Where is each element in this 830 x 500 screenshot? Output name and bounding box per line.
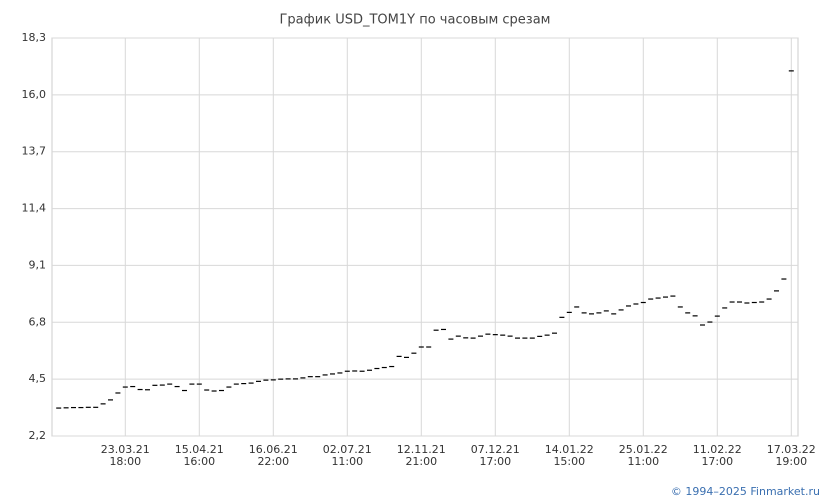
chart-title: График USD_TOM1Y по часовым срезам xyxy=(280,13,551,28)
x-tick-label: 12.11.21 xyxy=(397,443,446,456)
y-tick-label: 6,8 xyxy=(29,315,47,328)
y-tick-label: 16,0 xyxy=(22,88,47,101)
x-tick-label: 14.01.22 xyxy=(545,443,594,456)
x-tick-label: 07.12.21 xyxy=(471,443,520,456)
x-tick-label: 15.04.21 xyxy=(175,443,224,456)
x-tick-time: 11:00 xyxy=(331,455,363,468)
x-tick-time: 21:00 xyxy=(405,455,437,468)
x-tick-time: 16:00 xyxy=(183,455,215,468)
x-tick-label: 11.02.22 xyxy=(693,443,742,456)
y-tick-label: 4,5 xyxy=(29,372,47,385)
x-tick-label: 23.03.21 xyxy=(101,443,150,456)
plot-frame xyxy=(51,37,799,437)
x-tick-label: 16.06.21 xyxy=(249,443,298,456)
x-tick-time: 17:00 xyxy=(479,455,511,468)
x-tick-time: 18:00 xyxy=(109,455,141,468)
y-tick-label: 13,7 xyxy=(22,145,47,158)
x-tick-time: 22:00 xyxy=(257,455,289,468)
y-tick-label: 11,4 xyxy=(22,202,47,215)
x-tick-time: 17:00 xyxy=(701,455,733,468)
x-tick-label: 02.07.21 xyxy=(323,443,372,456)
y-tick-label: 2,2 xyxy=(29,429,47,442)
footer: © 1994–2025 Finmarket.ru xyxy=(671,485,820,498)
x-tick-label: 25.01.22 xyxy=(619,443,668,456)
y-tick-label: 9,1 xyxy=(29,258,47,271)
x-tick-time: 19:00 xyxy=(775,455,807,468)
x-tick-time: 11:00 xyxy=(627,455,659,468)
x-tick-time: 15:00 xyxy=(553,455,585,468)
y-tick-label: 18,3 xyxy=(22,31,47,44)
x-tick-label: 17.03.22 xyxy=(767,443,816,456)
